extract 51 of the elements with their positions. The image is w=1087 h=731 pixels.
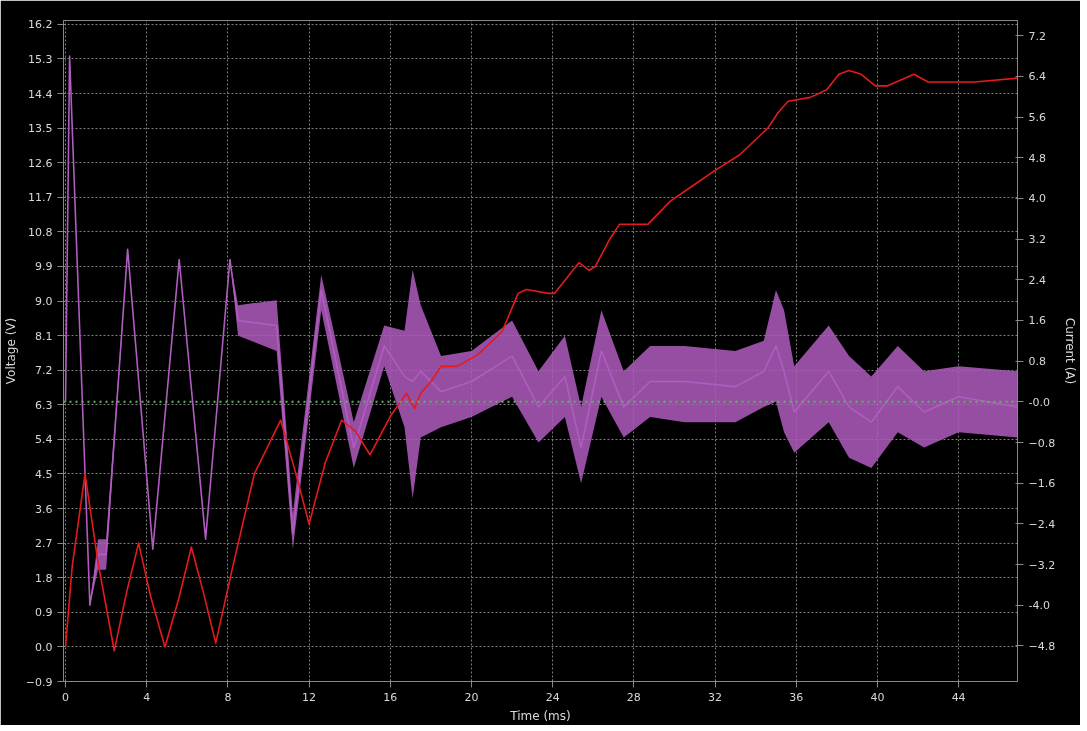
y-tick-label: 9.9 bbox=[35, 260, 53, 274]
y2-tick-label: -0.0 bbox=[1028, 395, 1050, 409]
y2-tick-label: 2.4 bbox=[1028, 273, 1046, 287]
y2-tick-label: −1.6 bbox=[1028, 477, 1056, 491]
y2-tick-label: 4.0 bbox=[1028, 192, 1046, 206]
y-tick-label: 0.0 bbox=[35, 640, 53, 654]
y-tick-label: 8.1 bbox=[35, 329, 53, 343]
y-tick-label: 3.6 bbox=[35, 502, 53, 516]
y-tick-label: 11.7 bbox=[28, 191, 53, 205]
y2-tick-label: 3.2 bbox=[1028, 233, 1046, 247]
y-tick-label: 0.9 bbox=[35, 606, 53, 620]
y2-tick-label: −2.4 bbox=[1028, 517, 1056, 531]
x-tick-label: 32 bbox=[708, 690, 723, 704]
x-tick-label: 24 bbox=[545, 690, 560, 704]
y-tick-label: 4.5 bbox=[35, 467, 53, 481]
y-tick-label: 16.2 bbox=[28, 18, 53, 32]
x-tick-label: 8 bbox=[224, 690, 232, 704]
x-tick-label: 40 bbox=[870, 690, 885, 704]
y-tick-label: 7.2 bbox=[35, 364, 53, 378]
y-tick-label: 12.6 bbox=[28, 156, 53, 170]
x-tick-label: 0 bbox=[62, 690, 70, 704]
y-tick-label: 5.4 bbox=[35, 433, 53, 447]
y-tick-label: 15.3 bbox=[28, 52, 53, 66]
y-tick-label: −0.9 bbox=[25, 675, 53, 689]
y-axis-title: Voltage (V) bbox=[3, 317, 18, 385]
y2-tick-label: −0.8 bbox=[1028, 436, 1056, 450]
y2-axis-title: Current (A) bbox=[1063, 317, 1078, 385]
y2-tick-label: 5.6 bbox=[1028, 111, 1046, 125]
x-tick-label: 28 bbox=[626, 690, 641, 704]
y2-tick-label: -4.0 bbox=[1028, 599, 1050, 613]
x-tick-label: 12 bbox=[302, 690, 317, 704]
y-tick-label: 6.3 bbox=[35, 398, 53, 412]
y-tick-label: 10.8 bbox=[28, 225, 53, 239]
y2-tick-label: 1.6 bbox=[1028, 314, 1046, 328]
y2-tick-label: −4.8 bbox=[1028, 639, 1056, 653]
y-tick-label: 1.8 bbox=[35, 571, 53, 585]
y2-tick-label: 0.8 bbox=[1028, 355, 1046, 369]
x-axis-title: Time (ms) bbox=[509, 708, 571, 723]
y2-tick-label: 6.4 bbox=[1028, 70, 1046, 84]
x-tick-label: 36 bbox=[789, 690, 804, 704]
y2-tick-label: 7.2 bbox=[1028, 29, 1046, 43]
x-tick-label: 16 bbox=[383, 690, 398, 704]
y-tick-label: 2.7 bbox=[35, 537, 53, 551]
y2-tick-label: −3.2 bbox=[1028, 558, 1056, 572]
x-tick-label: 44 bbox=[951, 690, 966, 704]
y-tick-label: 14.4 bbox=[28, 87, 53, 101]
x-tick-label: 4 bbox=[143, 690, 151, 704]
y2-tick-label: 4.8 bbox=[1028, 151, 1046, 165]
x-tick-label: 20 bbox=[464, 690, 479, 704]
y-tick-label: 9.0 bbox=[35, 295, 53, 309]
y-tick-label: 13.5 bbox=[28, 122, 53, 136]
